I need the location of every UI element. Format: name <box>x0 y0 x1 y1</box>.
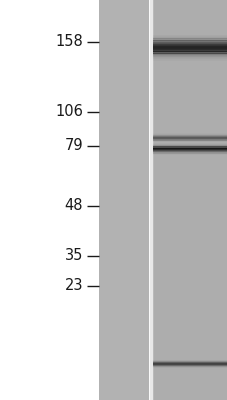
Text: 23: 23 <box>64 278 83 294</box>
Bar <box>152 42 227 43</box>
Bar <box>152 52 227 53</box>
Bar <box>152 54 227 55</box>
Bar <box>152 46 227 47</box>
Bar <box>99 0 149 400</box>
Bar <box>152 57 227 58</box>
Bar <box>152 47 227 48</box>
Bar <box>152 44 227 45</box>
Bar <box>152 37 227 38</box>
Bar <box>152 45 227 46</box>
Bar <box>152 60 227 61</box>
Bar <box>152 43 227 44</box>
Bar <box>152 36 227 37</box>
Bar <box>152 35 227 36</box>
Bar <box>152 57 227 58</box>
Bar <box>152 48 227 49</box>
Bar <box>152 38 227 39</box>
Bar <box>151 0 227 400</box>
Bar <box>152 59 227 60</box>
Bar <box>152 50 227 51</box>
Text: 106: 106 <box>55 104 83 120</box>
Bar <box>152 56 227 57</box>
Bar <box>152 51 227 52</box>
Text: 48: 48 <box>64 198 83 214</box>
Bar <box>152 49 227 50</box>
Bar <box>152 53 227 54</box>
Bar <box>152 55 227 56</box>
Bar <box>152 41 227 42</box>
Bar <box>152 58 227 59</box>
Bar <box>152 55 227 56</box>
Bar <box>152 36 227 37</box>
Text: 158: 158 <box>55 34 83 50</box>
Text: 79: 79 <box>64 138 83 154</box>
Bar <box>152 40 227 41</box>
Text: 35: 35 <box>64 248 83 264</box>
Bar <box>152 39 227 40</box>
Bar <box>152 34 227 35</box>
